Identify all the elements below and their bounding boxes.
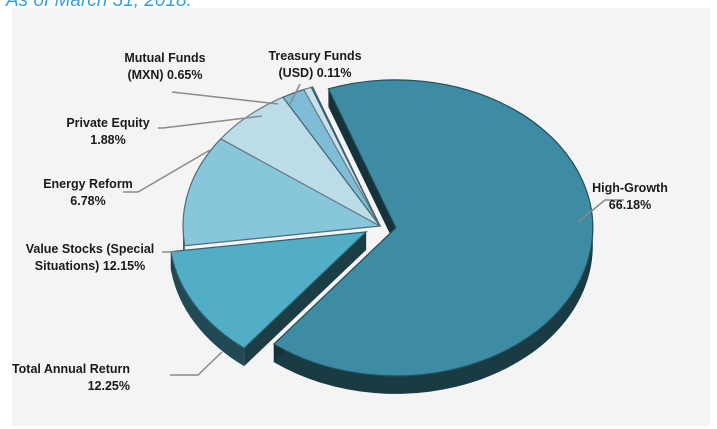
slice-label-high-growth: High-Growth 66.18% bbox=[592, 181, 668, 212]
slice-label-energy-reform: Energy Reform 6.78% bbox=[43, 177, 133, 208]
slice-label-total-annual-return: Total Annual Return 12.25% bbox=[12, 362, 130, 393]
pie-top-layer bbox=[170, 79, 594, 377]
pie-slice-total-annual-return bbox=[170, 231, 368, 349]
leader-line-total-annual-return bbox=[170, 351, 223, 376]
pie-slice-value-stocks-special-situations bbox=[182, 138, 382, 247]
leader-line-mutual-funds-mxn bbox=[171, 91, 279, 105]
pie-slice-treasury-funds-usd bbox=[310, 86, 381, 227]
leader-line-private-equity bbox=[158, 115, 263, 129]
pie-slice-side-total-annual-return-0 bbox=[244, 231, 367, 367]
chart-subtitle: As of March 31, 2018. bbox=[6, 0, 192, 11]
pie-slice-side-high-growth-0 bbox=[328, 88, 396, 246]
slice-label-treasury-funds-usd: Treasury Funds (USD) 0.11% bbox=[268, 49, 361, 80]
pie-slice-depth-total-annual-return bbox=[170, 251, 245, 367]
leader-line-treasury-funds-usd bbox=[289, 83, 301, 105]
leader-line-energy-reform bbox=[123, 149, 211, 193]
slice-label-value-stocks-special-situations: Value Stocks (Special Situations) 12.15% bbox=[26, 242, 155, 273]
leader-line-high-growth bbox=[577, 199, 624, 223]
pie-slice-depth-high-growth bbox=[273, 227, 593, 394]
slice-label-private-equity: Private Equity 1.88% bbox=[66, 116, 149, 147]
pie-slice-high-growth bbox=[272, 79, 594, 377]
slice-label-mutual-funds-mxn: Mutual Funds (MXN) 0.65% bbox=[124, 51, 205, 82]
pie-label-layer: High-Growth 66.18% Total Annual Return 12.2… bbox=[12, 49, 668, 393]
